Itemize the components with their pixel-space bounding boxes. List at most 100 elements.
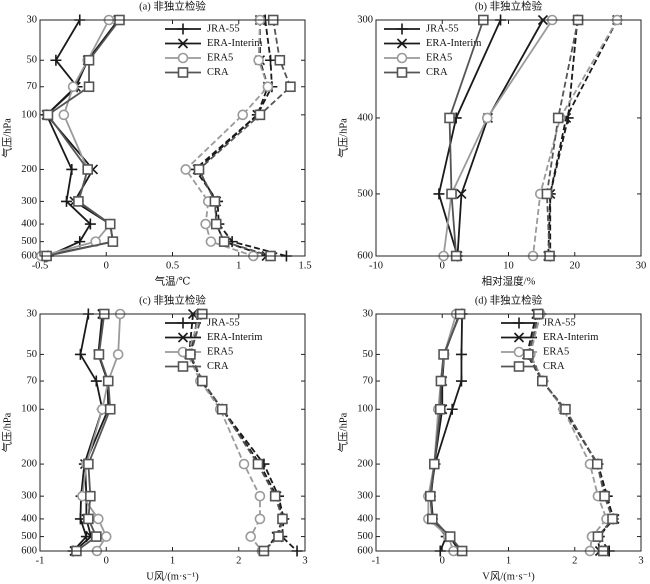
solid-line	[41, 19, 112, 257]
panel-title: (d) 非独立检验	[475, 293, 543, 306]
x-tick-label: 3	[302, 555, 307, 566]
marker	[102, 375, 114, 387]
y-axis-label: 气压/hPa	[336, 118, 349, 158]
y-tick-label: 500	[357, 531, 373, 542]
x-axis-label: 相对湿度/%	[482, 274, 536, 287]
marker	[269, 490, 281, 502]
x-tick-label: 2	[572, 555, 577, 566]
y-tick-label: 200	[21, 458, 37, 469]
y-tick-label: 300	[21, 196, 37, 207]
marker	[177, 38, 189, 49]
y-tick-label: 600	[357, 250, 373, 261]
marker	[237, 109, 249, 121]
y-tick-label: 500	[21, 236, 37, 247]
legend-label: ERA5	[207, 52, 233, 63]
marker	[197, 375, 208, 387]
y-axis-label: 气压/hPa	[336, 412, 349, 452]
marker	[83, 513, 94, 525]
marker	[61, 195, 72, 207]
marker	[177, 361, 189, 372]
legend-label: CRA	[207, 67, 229, 78]
marker	[216, 403, 228, 415]
marker	[513, 361, 525, 372]
marker	[607, 513, 618, 525]
marker	[592, 531, 604, 542]
marker	[185, 349, 196, 360]
legend-label: JRA-55	[426, 23, 459, 34]
dashed-line	[532, 19, 618, 257]
x-tick-label: 3	[638, 555, 643, 566]
marker	[285, 81, 296, 93]
x-tick-label: -0.5	[32, 260, 49, 271]
y-tick-label: 30	[363, 308, 374, 319]
marker	[435, 375, 447, 387]
y-tick-label: 30	[27, 308, 38, 319]
legend-label: JRA-55	[207, 23, 240, 34]
x-tick-label: 1	[236, 260, 241, 271]
legend-label: ERA-Interim	[207, 38, 262, 49]
x-tick-label: -10	[369, 260, 383, 271]
marker	[599, 490, 610, 502]
marker	[254, 513, 266, 525]
marker	[85, 490, 96, 502]
marker	[93, 349, 105, 360]
x-tick-label: 1	[170, 555, 175, 566]
panel: (d) 非独立检验 V风/(m·s⁻¹) 气压/hPa -1 0 1 2 3 30 50 70 100…	[336, 293, 643, 582]
marker	[252, 458, 264, 470]
x-tick-label: 30	[636, 260, 647, 271]
marker	[396, 38, 408, 49]
marker	[83, 54, 95, 66]
marker	[73, 196, 84, 207]
x-tick-label: 0	[440, 555, 445, 566]
x-tick-label: 10	[503, 260, 514, 271]
dashed-line	[547, 19, 618, 257]
marker	[177, 23, 189, 35]
y-tick-label: 600	[357, 545, 373, 556]
legend-label: ERA5	[426, 52, 452, 63]
dashed-line	[188, 313, 284, 552]
legend-label: JRA-55	[543, 317, 576, 328]
y-tick-label: 70	[27, 375, 38, 386]
y-tick-label: 30	[27, 14, 38, 25]
marker	[273, 531, 284, 542]
solid-line	[448, 19, 485, 257]
y-tick-label: 400	[21, 218, 37, 229]
y-tick-label: 100	[21, 404, 37, 415]
y-tick-label: 400	[357, 112, 373, 123]
x-tick-label: 0	[104, 260, 109, 271]
marker	[438, 349, 449, 360]
marker	[446, 188, 457, 200]
plot-frame	[39, 313, 306, 552]
marker	[254, 490, 266, 502]
x-axis-label: 气温/℃	[155, 274, 191, 287]
x-tick-label: -1	[36, 555, 45, 566]
marker	[446, 403, 458, 415]
marker	[253, 54, 264, 66]
y-tick-label: 300	[357, 14, 373, 25]
solid-line	[456, 19, 544, 257]
y-tick-label: 100	[21, 109, 37, 120]
marker	[428, 458, 440, 470]
marker	[91, 531, 102, 542]
y-tick-label: 100	[357, 404, 373, 415]
marker	[83, 81, 95, 93]
marker	[277, 513, 288, 525]
marker	[177, 317, 189, 329]
marker	[513, 317, 525, 329]
solid-line	[442, 19, 553, 257]
marker	[84, 218, 96, 230]
marker	[456, 188, 467, 199]
marker	[83, 458, 94, 470]
marker	[42, 109, 54, 121]
x-axis-label: V风/(m·s⁻¹)	[482, 570, 535, 582]
x-tick-label: 0	[104, 555, 109, 566]
marker	[180, 164, 192, 175]
marker	[455, 348, 467, 360]
marker	[112, 349, 124, 360]
marker	[58, 109, 70, 121]
y-tick-label: 50	[27, 349, 38, 360]
y-tick-label: 400	[357, 513, 373, 524]
